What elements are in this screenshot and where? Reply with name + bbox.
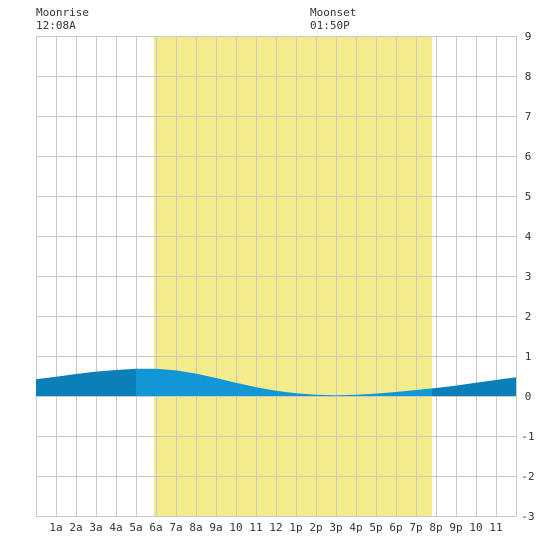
x-tick-label: 12 (269, 521, 282, 534)
x-tick-label: 8a (189, 521, 202, 534)
x-tick-label: 5p (369, 521, 382, 534)
x-tick-label: 9a (209, 521, 222, 534)
moonrise-label: Moonrise (36, 6, 89, 19)
y-tick-label: 1 (525, 350, 532, 363)
y-tick-label: 9 (525, 30, 532, 43)
moonrise-time: 12:08A (36, 19, 76, 32)
x-tick-label: 6p (389, 521, 402, 534)
y-tick-label: 2 (525, 310, 532, 323)
y-tick-label: 4 (525, 230, 532, 243)
x-tick-label: 3p (329, 521, 342, 534)
x-tick-label: 7p (409, 521, 422, 534)
moonset-label: Moonset (310, 6, 356, 19)
x-tick-label: 11 (489, 521, 502, 534)
y-tick-label: 8 (525, 70, 532, 83)
x-tick-label: 7a (169, 521, 182, 534)
y-tick-label: -1 (521, 430, 534, 443)
x-tick-label: 5a (129, 521, 142, 534)
x-tick-label: 10 (229, 521, 242, 534)
x-tick-label: 2p (309, 521, 322, 534)
y-tick-label: 6 (525, 150, 532, 163)
x-tick-label: 11 (249, 521, 262, 534)
y-tick-label: 0 (525, 390, 532, 403)
x-tick-label: 9p (449, 521, 462, 534)
tide-area-night-morning (36, 368, 136, 396)
x-tick-label: 10 (469, 521, 482, 534)
x-tick-label: 8p (429, 521, 442, 534)
moonset-time: 01:50P (310, 19, 350, 32)
x-tick-label: 4p (349, 521, 362, 534)
x-tick-label: 3a (89, 521, 102, 534)
x-tick-label: 2a (69, 521, 82, 534)
tide-area-day (136, 368, 432, 396)
y-tick-label: 3 (525, 270, 532, 283)
y-tick-label: 5 (525, 190, 532, 203)
y-tick-label: 7 (525, 110, 532, 123)
y-tick-label: -3 (521, 510, 534, 523)
x-tick-label: 1p (289, 521, 302, 534)
x-tick-label: 4a (109, 521, 122, 534)
x-tick-label: 6a (149, 521, 162, 534)
y-tick-label: -2 (521, 470, 534, 483)
tide-area-night-evening (432, 377, 516, 396)
x-tick-label: 1a (49, 521, 62, 534)
